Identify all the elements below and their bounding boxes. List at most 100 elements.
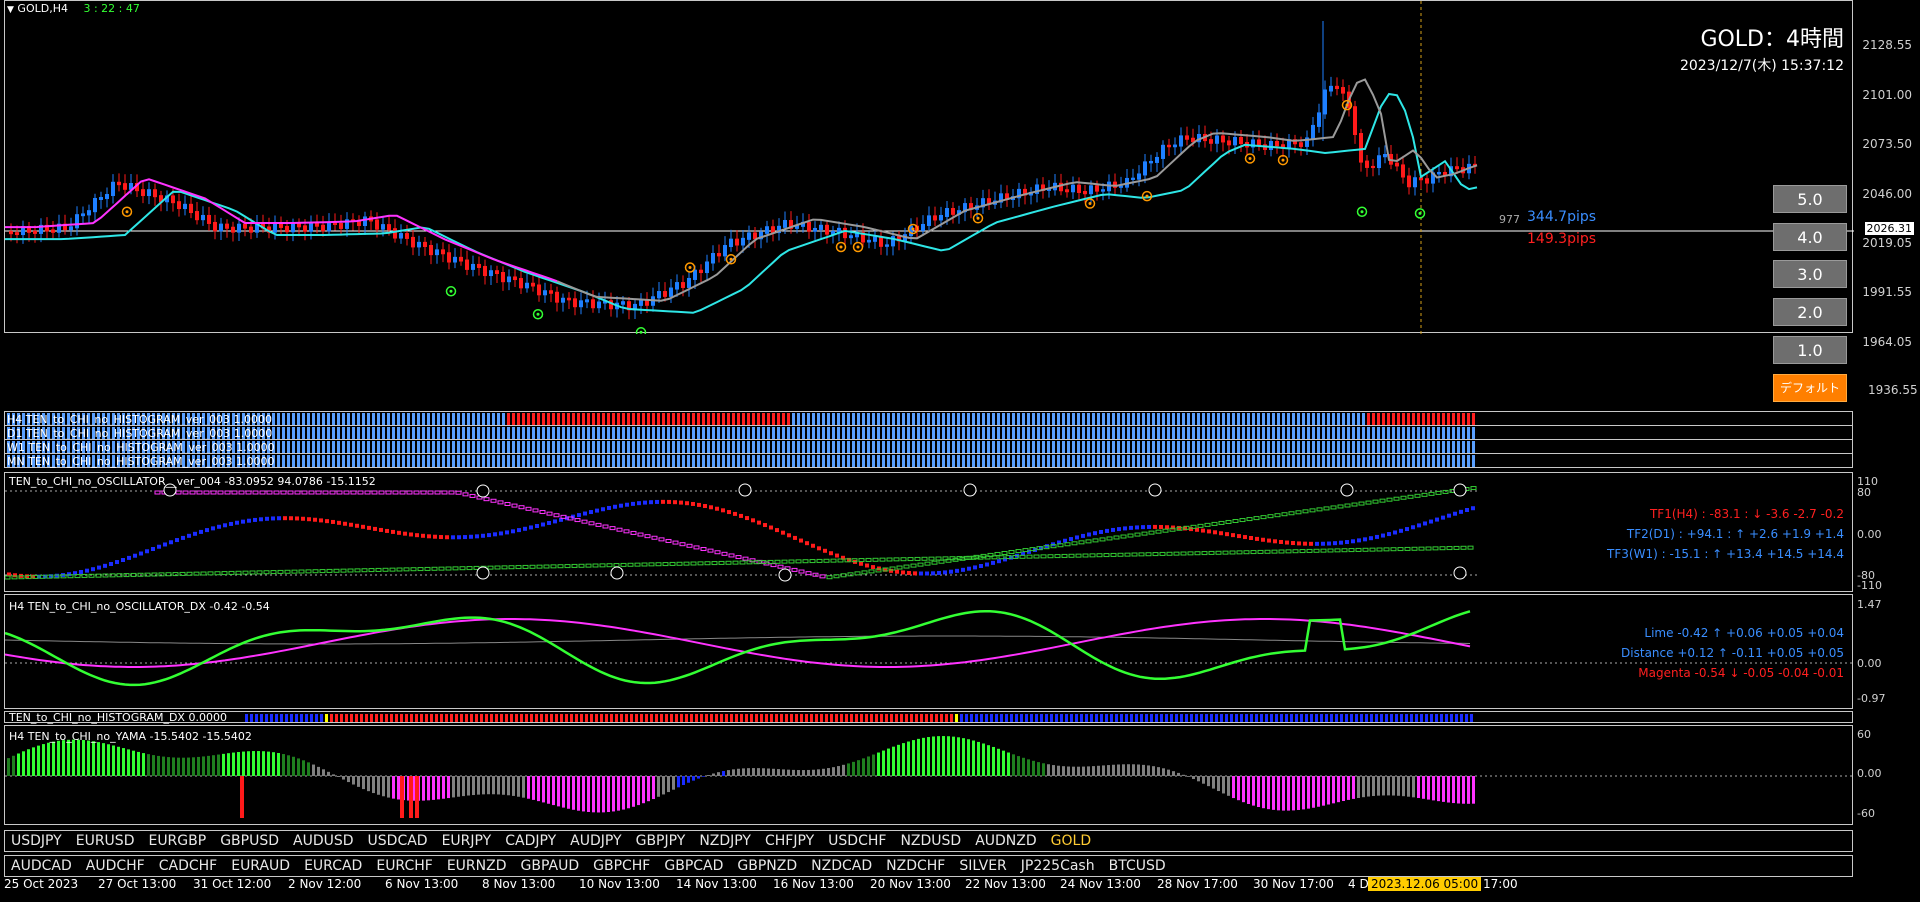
symbol-button-gbpjpy[interactable]: GBPJPY [635, 833, 686, 849]
symbol-button-gbpusd[interactable]: GBPUSD [220, 833, 279, 849]
symbol-button-gbpnzd[interactable]: GBPNZD [737, 858, 798, 874]
symbol-button-eurjpy[interactable]: EURJPY [441, 833, 492, 849]
symbol-button-audcad[interactable]: AUDCAD [11, 858, 72, 874]
yama-bar [112, 745, 115, 776]
lot-button-3[interactable]: 3.0 [1773, 260, 1847, 288]
hist-bar [122, 455, 125, 467]
symbol-button-usdchf[interactable]: USDCHF [828, 833, 887, 849]
candle-body [111, 181, 115, 197]
symbol-button-eurnzd[interactable]: EURNZD [446, 858, 507, 874]
symbol-button-audjpy[interactable]: AUDJPY [570, 833, 622, 849]
hist-bar [1017, 427, 1020, 439]
symbol-button-cadchf[interactable]: CADCHF [158, 858, 218, 874]
lot-button-2[interactable]: 2.0 [1773, 298, 1847, 326]
symbol-button-eurcad[interactable]: EURCAD [304, 858, 363, 874]
candle-body [261, 223, 265, 229]
hist-bar [37, 441, 40, 453]
osc-w1-dot [753, 560, 760, 565]
lot-button-4[interactable]: 4.0 [1773, 223, 1847, 251]
hist-dx-bar [1450, 714, 1453, 722]
hist-dx-bar [565, 714, 568, 722]
osc-d1-dot [1190, 524, 1197, 529]
symbol-button-gold[interactable]: GOLD [1050, 833, 1092, 849]
symbol-button-eurusd[interactable]: EURUSD [75, 833, 135, 849]
hist-w1-pane[interactable]: W1 TEN_to_CHI_no_HISTOGRAM_ver_003 1.000… [4, 439, 1853, 454]
hist-bar [747, 455, 750, 467]
hist-dx-bar [1405, 714, 1408, 722]
symbol-button-nzdusd[interactable]: NZDUSD [900, 833, 962, 849]
hist-bar [1007, 441, 1010, 453]
hist-dx-pane[interactable]: TEN_to_CHI_no_HISTOGRAM_DX 0.0000 [4, 711, 1853, 724]
hist-dx-bar [1175, 714, 1178, 722]
hist-dx-bar [715, 714, 718, 722]
symbol-button-jp225cash[interactable]: JP225Cash [1020, 858, 1095, 874]
osc-d1-dot [854, 571, 861, 576]
yama-bar [492, 776, 495, 795]
symbol-button-audchf[interactable]: AUDCHF [85, 858, 145, 874]
hist-bar [592, 413, 595, 425]
symbol-button-eurgbp[interactable]: EURGBP [148, 833, 207, 849]
symbol-button-silver[interactable]: SILVER [959, 858, 1007, 874]
symbol-button-audusd[interactable]: AUDUSD [293, 833, 354, 849]
dx-pane[interactable]: H4 TEN_to_CHI_no_OSCILLATOR_DX -0.42 -0.… [4, 594, 1854, 709]
hist-bar [627, 441, 630, 453]
symbol-button-cadjpy[interactable]: CADJPY [505, 833, 557, 849]
hist-bar [307, 455, 310, 467]
symbol-button-nzdchf[interactable]: NZDCHF [886, 858, 946, 874]
hist-bar [552, 413, 555, 425]
hist-bar [262, 413, 265, 425]
symbol-button-btcusd[interactable]: BTCUSD [1108, 858, 1166, 874]
hist-bar [952, 441, 955, 453]
symbol-button-nzdcad[interactable]: NZDCAD [811, 858, 873, 874]
hist-dx-bar [515, 714, 518, 722]
osc-d1-dot [1421, 492, 1428, 497]
hist-bar [447, 455, 450, 467]
symbol-button-gbpcad[interactable]: GBPCAD [664, 858, 724, 874]
chart-menu-icon[interactable]: ▼ [7, 5, 14, 15]
hist-h4-pane[interactable]: H4 TEN_to_CHI_no_HISTOGRAM_ver_003 1.000… [4, 411, 1853, 426]
hist-dx-bar [475, 714, 478, 722]
hist-bar [562, 413, 565, 425]
osc-w1-dot [620, 562, 627, 567]
osc-w1-dot [81, 573, 88, 578]
candle-body [543, 290, 547, 296]
default-button[interactable]: デフォルト [1773, 374, 1847, 402]
osc-d1-dot [217, 490, 224, 495]
hist-bar [322, 441, 325, 453]
osc-w1-dot [53, 574, 60, 579]
osc-w1-dot [1229, 550, 1236, 555]
symbol-button-euraud[interactable]: EURAUD [231, 858, 291, 874]
hist-bar [127, 441, 130, 453]
symbol-button-usdcad[interactable]: USDCAD [367, 833, 428, 849]
hist-bar [982, 413, 985, 425]
symbol-button-gbpchf[interactable]: GBPCHF [593, 858, 651, 874]
symbol-button-usdjpy[interactable]: USDJPY [11, 833, 62, 849]
symbol-button-eurchf[interactable]: EURCHF [376, 858, 433, 874]
price-chart-pane[interactable]: ▼ GOLD,H4 3 : 22 : 47 GOLD：4時間 2023/12/7… [4, 0, 1854, 334]
hist-bar [467, 455, 470, 467]
hist-mn-pane[interactable]: MN TEN_to_CHI_no_HISTOGRAM_ver_003 1.000… [4, 453, 1853, 468]
yama-bar [437, 776, 440, 800]
symbol-button-nzdjpy[interactable]: NZDJPY [699, 833, 751, 849]
osc-d1-dot [301, 490, 308, 495]
hist-bar [787, 455, 790, 467]
symbol-button-gbpaud[interactable]: GBPAUD [520, 858, 580, 874]
lot-button-1[interactable]: 1.0 [1773, 336, 1847, 364]
hist-bar [192, 427, 195, 439]
hist-bar [1077, 413, 1080, 425]
symbol-list-1: USDJPY EURUSD EURGBP GBPUSD AUDUSD USDCAD EURJ… [11, 833, 1852, 849]
hist-dx-bar [600, 714, 603, 722]
hist-dx-bar [730, 714, 733, 722]
hist-bar [302, 441, 305, 453]
yama-pane[interactable]: H4 TEN_to_CHI_no_YAMA -15.5402 -15.5402 [4, 725, 1854, 825]
yama-bar [602, 776, 605, 813]
signal-marker-dot [1088, 202, 1092, 206]
lot-button-5[interactable]: 5.0 [1773, 185, 1847, 213]
symbol-button-audnzd[interactable]: AUDNZD [975, 833, 1037, 849]
oscillator-pane[interactable]: TEN_to_CHI_no_OSCILLATOR__ver_004 -83.09… [4, 472, 1853, 592]
hist-d1-pane[interactable]: D1 TEN_to_CHI_no_HISTOGRAM_ver_003 1.000… [4, 425, 1853, 440]
candle-body [507, 276, 511, 283]
yama-bar [677, 776, 680, 788]
symbol-button-chfjpy[interactable]: CHFJPY [764, 833, 815, 849]
hist-bar [777, 441, 780, 453]
